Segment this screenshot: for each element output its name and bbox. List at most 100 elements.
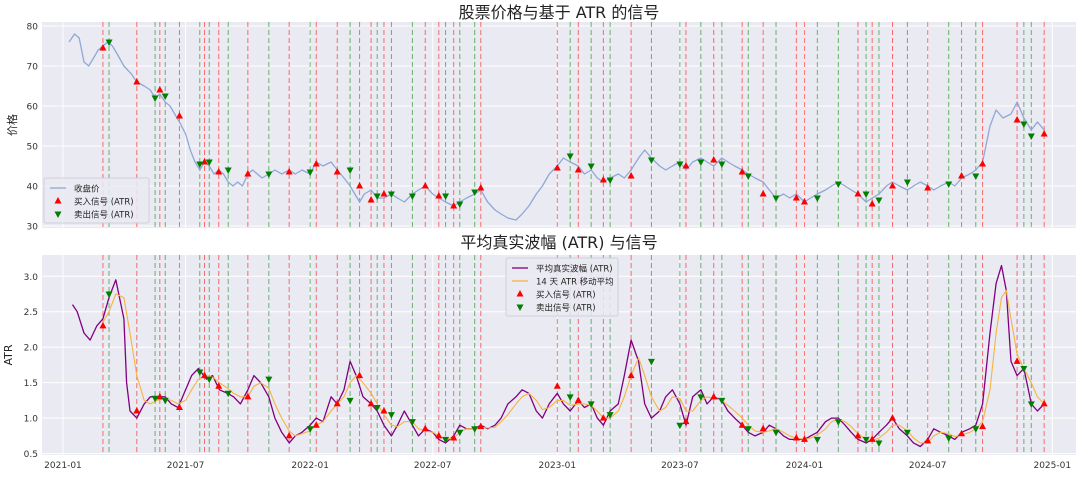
price-buy-marker	[285, 168, 293, 175]
atr-buy-marker	[435, 431, 443, 439]
atr-sell-marker	[972, 426, 980, 433]
price-y-axis-label: 价格	[5, 114, 19, 136]
atr-buy-marker	[312, 421, 320, 428]
price-sell-marker	[606, 177, 614, 184]
atr-buy-marker	[367, 399, 375, 407]
atr-buy-marker	[1013, 357, 1021, 364]
atr-buy-marker	[156, 392, 164, 400]
price-sell-marker	[224, 167, 232, 174]
price-buy-marker	[738, 168, 746, 175]
price-legend-label: 买入信号 (ATR)	[74, 197, 134, 208]
price-sell-marker	[676, 161, 684, 168]
x-tick-label: 2022-07	[414, 461, 452, 471]
price-y-tick-label: 50	[27, 143, 39, 153]
atr-buy-marker	[421, 424, 429, 432]
price-sell-marker	[265, 171, 273, 178]
atr-series-line-1	[102, 289, 1045, 444]
atr-buy-marker	[854, 431, 862, 439]
price-sell-marker	[373, 193, 381, 200]
x-tick-label: 2024-07	[909, 461, 947, 471]
x-tick-label: 2021-07	[167, 461, 205, 471]
price-buy-marker	[380, 190, 388, 197]
atr-y-ticks: 0.5 1.0 1.5 2.0 2.5 3.0	[24, 273, 39, 460]
price-sell-marker	[105, 39, 113, 46]
price-sell-marker	[205, 159, 213, 166]
atr-buy-marker	[356, 371, 364, 379]
price-buy-marker	[1013, 116, 1021, 123]
price-sell-marker	[744, 173, 752, 180]
price-buy-marker	[710, 156, 718, 163]
atr-buy-marker	[759, 424, 767, 432]
atr-sell-marker	[346, 397, 354, 405]
price-legend-label: 卖出信号 (ATR)	[74, 210, 134, 221]
atr-chart-title: 平均真实波幅 (ATR) 与信号	[460, 233, 657, 252]
price-sell-marker	[875, 197, 883, 204]
atr-sell-marker	[224, 390, 232, 398]
price-buy-marker	[574, 166, 582, 173]
atr-legend-label: 平均真实波幅 (ATR)	[536, 264, 613, 275]
atr-sell-marker	[813, 436, 821, 444]
price-buy-marker	[156, 86, 164, 93]
price-sell-marker	[442, 193, 450, 200]
price-legend-marker	[54, 211, 62, 218]
price-sell-marker	[972, 173, 980, 180]
atr-sell-marker	[373, 404, 381, 412]
price-sell-marker	[718, 161, 726, 168]
atr-buy-marker	[450, 433, 458, 441]
price-buy-marker	[958, 172, 966, 179]
atr-sell-marker	[442, 436, 450, 444]
price-sell-marker	[697, 159, 705, 166]
price-signal-markers	[99, 39, 1048, 209]
atr-buy-marker	[710, 392, 718, 400]
atr-buy-marker	[201, 371, 209, 379]
atr-buy-marker	[244, 392, 252, 400]
atr-sell-marker	[105, 291, 113, 299]
atr-sell-marker	[456, 429, 464, 437]
atr-sell-marker	[566, 394, 574, 401]
price-sell-marker	[1020, 121, 1028, 128]
price-y-ticks: 30 40 50 60 70 80	[27, 23, 39, 233]
atr-buy-marker	[888, 414, 896, 421]
price-buy-marker	[979, 160, 987, 167]
atr-buy-marker	[958, 429, 966, 437]
price-buy-marker	[854, 190, 862, 197]
price-buy-marker	[99, 44, 107, 51]
price-sell-marker	[161, 93, 169, 100]
atr-sell-marker	[647, 358, 655, 366]
price-y-tick-label: 70	[27, 63, 39, 73]
price-sell-marker	[471, 189, 479, 196]
atr-legend-label: 买入信号 (ATR)	[536, 290, 596, 301]
price-sell-marker	[862, 191, 870, 198]
price-legend-marker	[54, 197, 62, 204]
atr-sell-marker	[161, 397, 169, 405]
price-buy-marker	[627, 172, 635, 179]
price-sell-marker	[456, 201, 464, 208]
atr-legend-label: 14 天 ATR 移动平均	[536, 277, 614, 288]
price-legend-box	[43, 177, 150, 224]
atr-buy-marker	[99, 321, 107, 329]
atr-sell-marker	[945, 435, 953, 442]
price-y-tick-label: 80	[27, 23, 39, 33]
atr-sell-marker	[205, 376, 213, 384]
atr-sell-marker	[834, 419, 842, 426]
x-tick-label: 2024-01	[786, 461, 824, 471]
atr-buy-marker	[868, 435, 876, 442]
atr-buy-marker	[380, 407, 388, 414]
atr-sell-marker	[744, 426, 752, 433]
atr-buy-marker	[285, 431, 293, 439]
price-sell-marker	[408, 193, 416, 200]
price-buy-marker	[1040, 130, 1048, 137]
atr-buy-marker	[333, 399, 341, 407]
price-buy-marker	[421, 182, 429, 189]
price-buy-marker	[201, 158, 209, 165]
atr-sell-marker	[387, 412, 395, 419]
price-sell-marker	[346, 167, 354, 174]
atr-sell-marker	[606, 412, 614, 419]
x-tick-label: 2023-07	[661, 461, 699, 471]
price-buy-marker	[759, 190, 767, 197]
atr-sell-marker	[587, 401, 595, 408]
atr-buy-marker	[133, 407, 141, 414]
atr-y-tick-label: 1.5	[24, 379, 38, 389]
